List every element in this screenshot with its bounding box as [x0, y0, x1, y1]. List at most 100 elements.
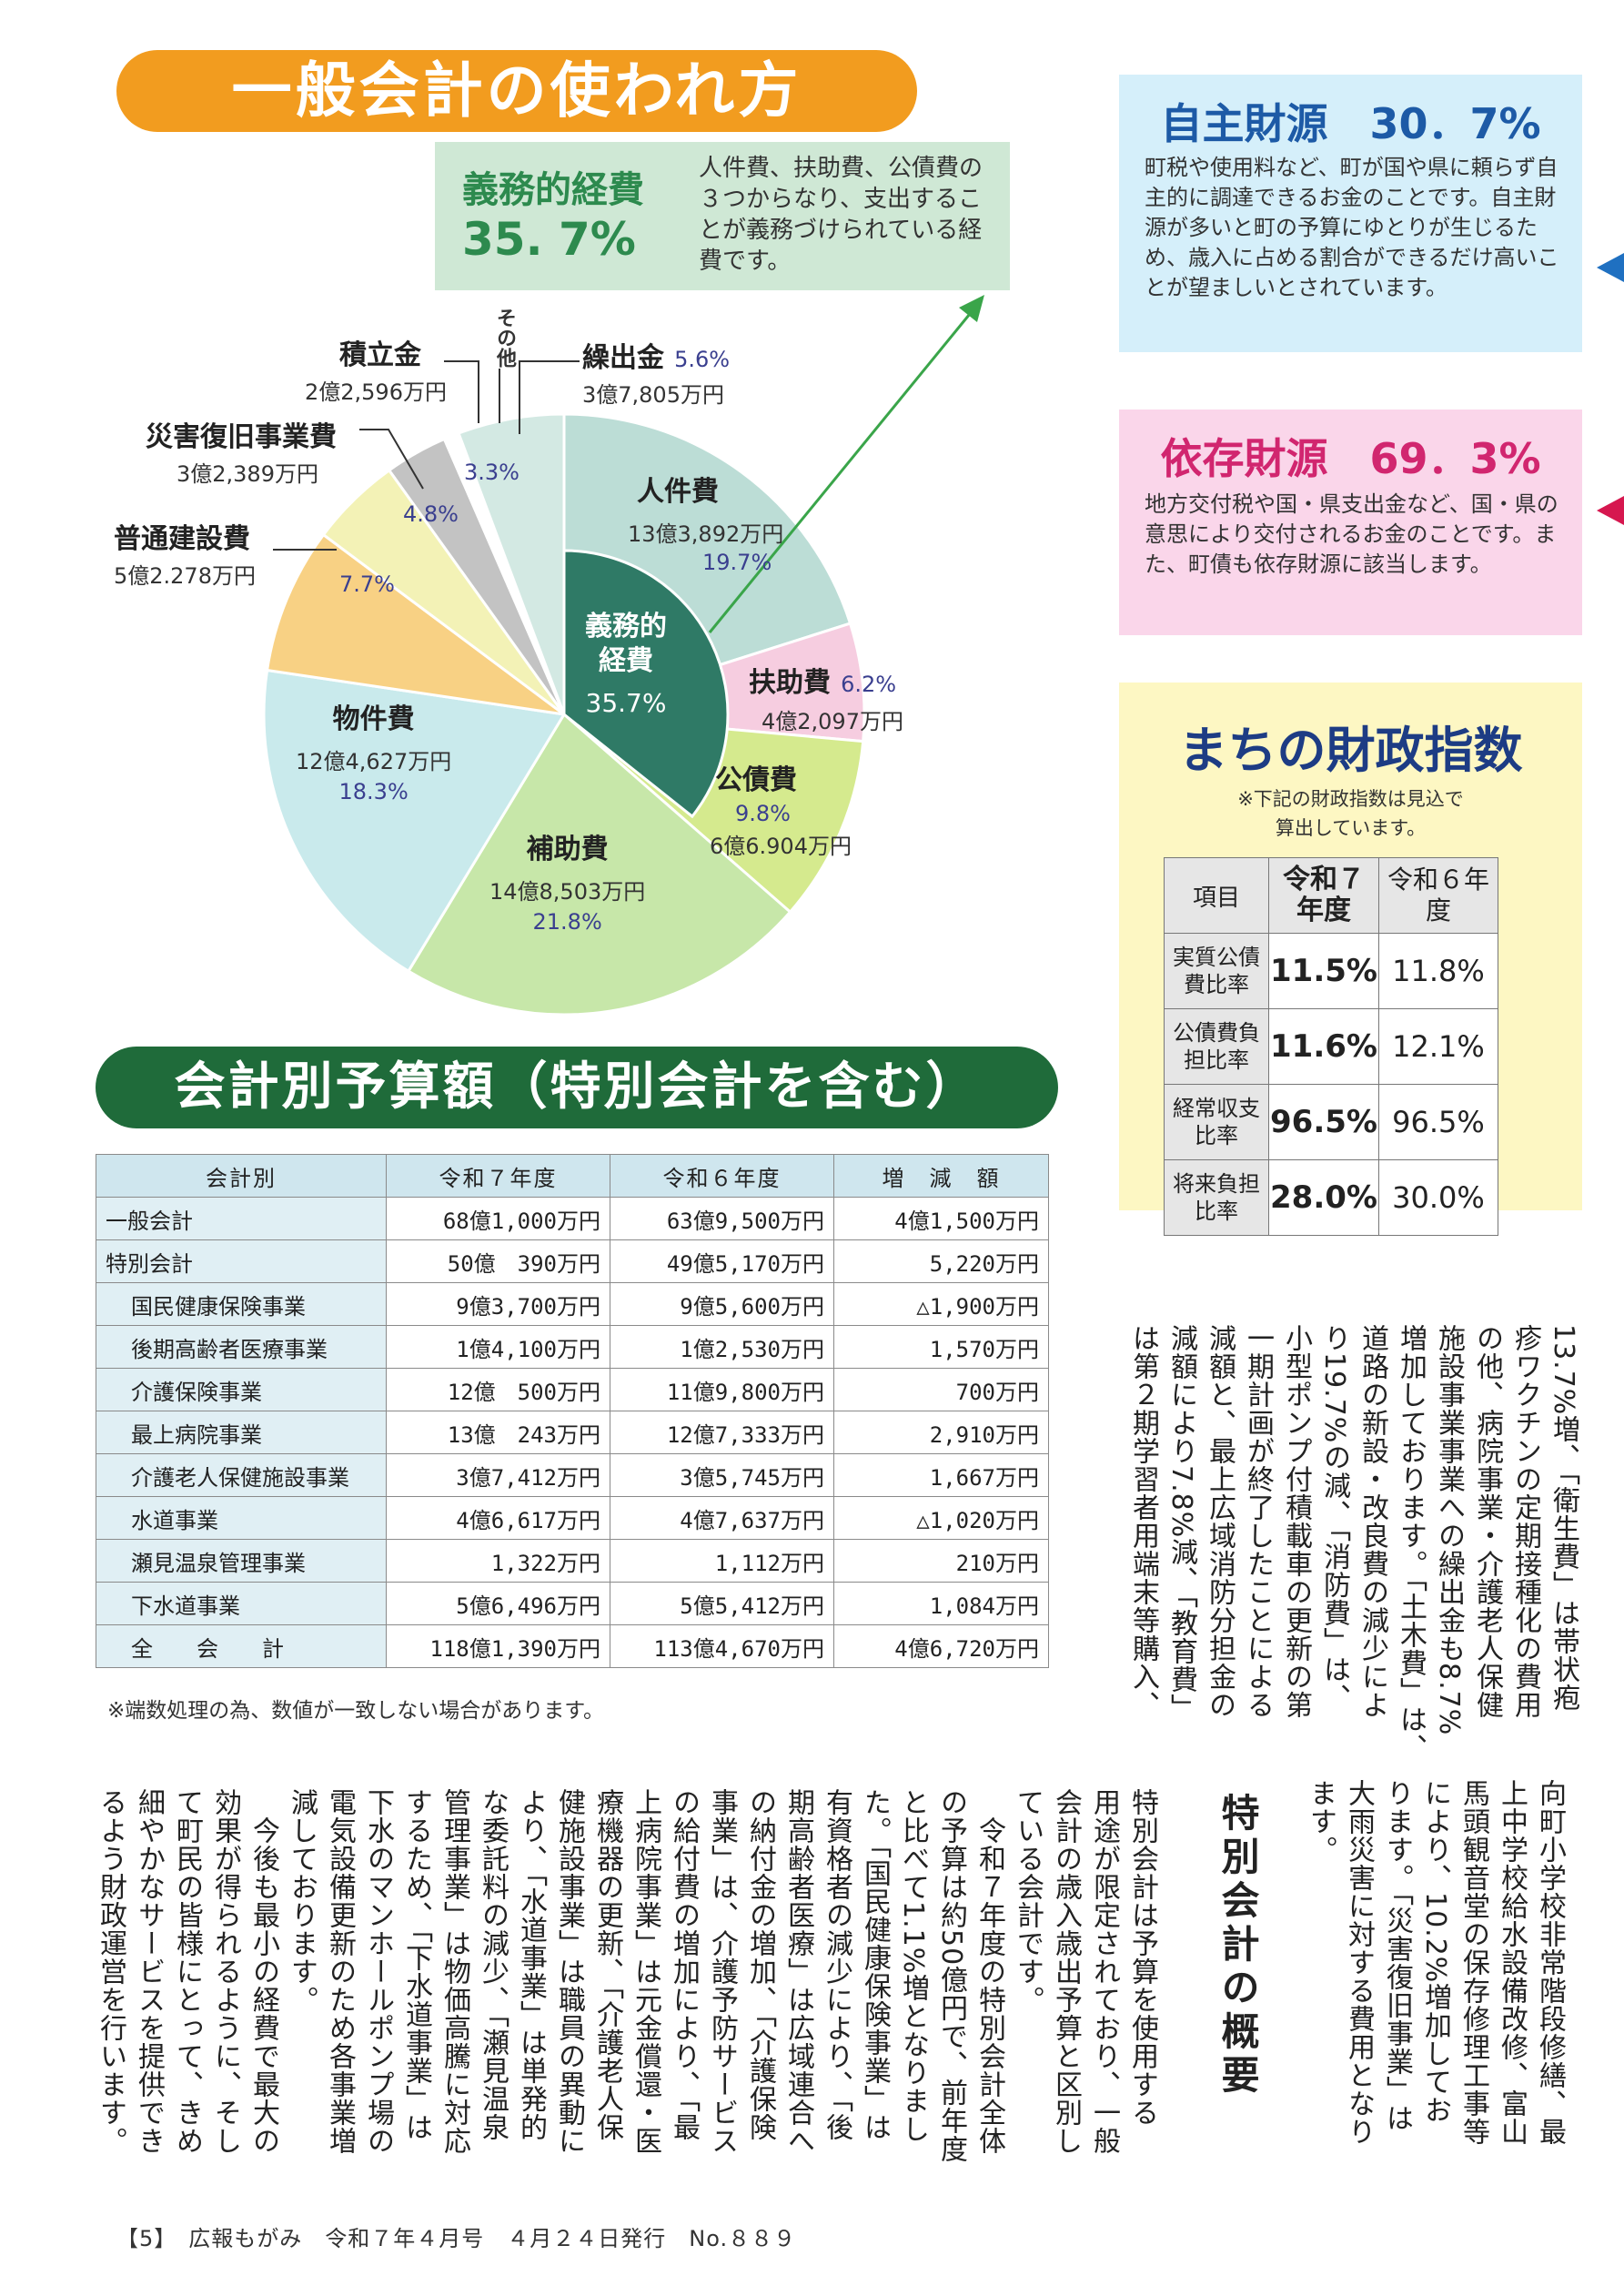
fiscal-index-title: まちの財政指数 — [1178, 722, 1523, 779]
budget-cell-diff: △1,020万円 — [833, 1496, 1049, 1540]
table-row: 介護保険事業 12億 500万円 11億9,800万円 700万円 — [96, 1368, 1049, 1411]
budget-cell-r7: 3億7,412万円 — [386, 1453, 610, 1497]
budget-cell-r7: 1,322万円 — [386, 1539, 610, 1583]
pie-label-construction-amount: 5億2.278万円 — [114, 563, 256, 589]
mandatory-expenses-box: 義務的経費 35. 7% 人件費、扶助費、公債費の３つからなり、支出することが義… — [435, 142, 1010, 290]
text-line: の給付費の増加により、「最 — [668, 1788, 700, 2141]
mandatory-expenses-title: 義務的経費 — [462, 169, 644, 211]
text-line: ります。「災害復旧事業」は — [1381, 1779, 1413, 2132]
budget-cell-r6: 1,112万円 — [610, 1539, 834, 1583]
text-line: 疹ワクチンの定期接種化の費用 — [1509, 1324, 1541, 1719]
fiscal-row-r7: 28.0% — [1268, 1159, 1379, 1236]
fiscal-row-item: 経常収支比率 — [1164, 1084, 1269, 1160]
pie-label-debt-amount: 6億6.904万円 — [710, 834, 852, 859]
table-row: 瀬見温泉管理事業 1,322万円 1,112万円 210万円 — [96, 1539, 1049, 1583]
pie-label-disaster-name: 災害復旧事業費 — [146, 421, 337, 453]
text-line: た。「国民健康保険事業」は — [859, 1788, 891, 2141]
fiscal-row-r6: 96.5% — [1377, 1084, 1498, 1160]
fiscal-index-note: ※下記の財政指数は見込で 算出しています。 — [1119, 784, 1582, 843]
text-line: 効果が得られるように、そし — [209, 1788, 241, 2155]
budget-cell-r7: 118億1,390万円 — [386, 1624, 610, 1668]
fiscal-row-r7: 96.5% — [1268, 1084, 1379, 1160]
pie-label-assistance-amount: 4億2,097万円 — [762, 709, 903, 734]
table-row: 一般会計 68億1,000万円 63億9,500万円 4億1,500万円 — [96, 1197, 1049, 1240]
table-row: 全 会 計 118億1,390万円 113億4,670万円 4億6,720万円 — [96, 1624, 1049, 1668]
budget-footnote: ※端数処理の為、数値が一致しない場合があります。 — [107, 1699, 604, 1723]
text-line: 事業」は、介護予防サービス — [706, 1788, 738, 2155]
leader-line-construction — [273, 549, 337, 551]
text-line: り19.7%の減、「消防費」は、 — [1318, 1324, 1350, 1713]
mandatory-expenses-percent: 35. 7% — [462, 213, 636, 266]
budget-cell-diff: 1,570万円 — [833, 1325, 1049, 1369]
budget-cell-r7: 5億6,496万円 — [386, 1582, 610, 1625]
pie-label-transfer-name: 繰出金 — [582, 342, 664, 374]
budget-cell-diff: 1,667万円 — [833, 1453, 1049, 1497]
body-text-lower-right: 向町小学校非常階段修繕、最 上中学校給水設備改修、富山 馬頭観音堂の保存修理工事等に… — [1301, 1779, 1569, 2170]
pie-label-subsidy: 補助費 14億8,503万円 21.8% — [489, 826, 645, 935]
pie-mandatory-label-pct: 35.7% — [585, 688, 667, 718]
leader-line-disaster — [359, 429, 424, 490]
budget-cell-r6: 5億5,412万円 — [610, 1582, 834, 1625]
dependent-revenue-title: 依存財源 69．3% — [1160, 434, 1541, 483]
pie-mandatory-label-line2: 経費 — [599, 645, 653, 677]
pie-mandatory-label: 義務的 経費 35.7% — [571, 610, 681, 718]
text-line: るよう財政運営を行います。 — [95, 1788, 126, 2155]
table-row: 将来負担比率 28.0% 30.0% — [1164, 1159, 1498, 1236]
budget-cell-account: 全 会 計 — [96, 1624, 387, 1668]
pie-mandatory-label-line1: 義務的 — [585, 611, 667, 642]
table-row: 実質公債費比率 11.5% 11.8% — [1164, 933, 1498, 1009]
pie-label-personnel-pct: 19.7% — [702, 550, 772, 575]
text-line: ている会計です。 — [1012, 1788, 1044, 2014]
pie-slice — [262, 668, 567, 974]
pie-label-personnel: 人件費 13億3,892万円 19.7% — [628, 469, 783, 575]
text-line: 大雨災害に対する費用となり — [1343, 1779, 1375, 2146]
budget-cell-r6: 49億5,170万円 — [610, 1239, 834, 1283]
budget-cell-r6: 3億5,745万円 — [610, 1453, 834, 1497]
budget-cell-account: 瀬見温泉管理事業 — [96, 1539, 387, 1583]
budget-cell-r7: 50億 390万円 — [386, 1239, 610, 1283]
pie-label-transfer-pct: 5.6% — [674, 347, 731, 372]
red-pointer-icon — [1597, 496, 1624, 525]
fiscal-index-table: 項目 令和７年度 令和６年度 実質公債費比率 11.5% 11.8% 公債費負担… — [1164, 857, 1498, 1236]
pie-label-disaster-pct: 4.8% — [403, 501, 459, 527]
budget-cell-account: 国民健康保険事業 — [96, 1282, 387, 1326]
pie-label-disaster-amount: 3億2,389万円 — [177, 461, 318, 487]
table-row: 国民健康保険事業 9億3,700万円 9億5,600万円 △1,900万円 — [96, 1282, 1049, 1326]
dependent-revenue-text: 地方交付税や国・県支出金など、国・県の意思により交付されるお金のことです。また、… — [1145, 491, 1558, 577]
text-line: 会計の歳入歳出予算と区別し — [1050, 1788, 1082, 2155]
budget-cell-r7: 12億 500万円 — [386, 1368, 610, 1411]
fiscal-index-box: まちの財政指数 ※下記の財政指数は見込で 算出しています。 項目 令和７年度 令… — [1119, 683, 1582, 1236]
text-line: 令和７年度の特別会計全体 — [973, 1788, 1005, 2155]
table-row: 公債費負担比率 11.6% 12.1% — [1164, 1008, 1498, 1085]
section-title-general-account: 一般会計の使われ方 — [116, 50, 917, 132]
table-row: 特別会計 50億 390万円 49億5,170万円 5,220万円 — [96, 1239, 1049, 1283]
fiscal-index-header-row: 項目 令和７年度 令和６年度 — [1164, 857, 1498, 934]
table-row: 最上病院事業 13億 243万円 12億7,333万円 2,910万円 — [96, 1411, 1049, 1454]
text-line: ます。 — [1305, 1779, 1337, 1864]
budget-cell-diff: △1,900万円 — [833, 1282, 1049, 1326]
table-row: 下水道事業 5億6,496万円 5億5,412万円 1,084万円 — [96, 1582, 1049, 1625]
budget-cell-account: 特別会計 — [96, 1239, 387, 1283]
text-line: の他、病院事業・介護老人保健 — [1471, 1324, 1503, 1719]
budget-cell-account: 介護老人保健施設事業 — [96, 1453, 387, 1497]
budget-cell-r6: 63億9,500万円 — [610, 1197, 834, 1240]
budget-cell-diff: 1,084万円 — [833, 1582, 1049, 1625]
fiscal-row-r6: 12.1% — [1377, 1008, 1498, 1085]
budget-cell-account: 介護保険事業 — [96, 1368, 387, 1411]
text-line: 上中学校給水設備改修、富山 — [1496, 1779, 1528, 2146]
text-line: 上病院事業」は元金償還・医 — [630, 1788, 661, 2155]
text-line: 特別会計は予算を使用する — [1126, 1788, 1158, 2127]
pie-label-reserve-pct: 3.3% — [464, 460, 519, 485]
text-line: 有資格者の減少により、「後 — [821, 1788, 852, 2141]
table-row: 後期高齢者医療事業 1億4,100万円 1億2,530万円 1,570万円 — [96, 1325, 1049, 1369]
fiscal-row-r6: 30.0% — [1377, 1159, 1498, 1236]
own-revenue-box: 自主財源 30．7% 町税や使用料など、町が国や県に頼らず自主的に調達できるお金… — [1119, 75, 1582, 352]
budget-cell-diff: 4億6,720万円 — [833, 1624, 1049, 1668]
budget-cell-account: 水道事業 — [96, 1496, 387, 1540]
budget-cell-r6: 113億4,670万円 — [610, 1624, 834, 1668]
text-line: 小型ポンプ付積載車の更新の第 — [1280, 1324, 1312, 1719]
text-line: 減しております。 — [286, 1788, 318, 2014]
own-revenue-text: 町税や使用料など、町が国や県に頼らず自主的に調達できるお金のことです。自主財源が… — [1145, 155, 1559, 300]
leader-line-other — [499, 369, 500, 423]
text-line: 電気設備更新のため各事業増 — [324, 1788, 356, 2155]
